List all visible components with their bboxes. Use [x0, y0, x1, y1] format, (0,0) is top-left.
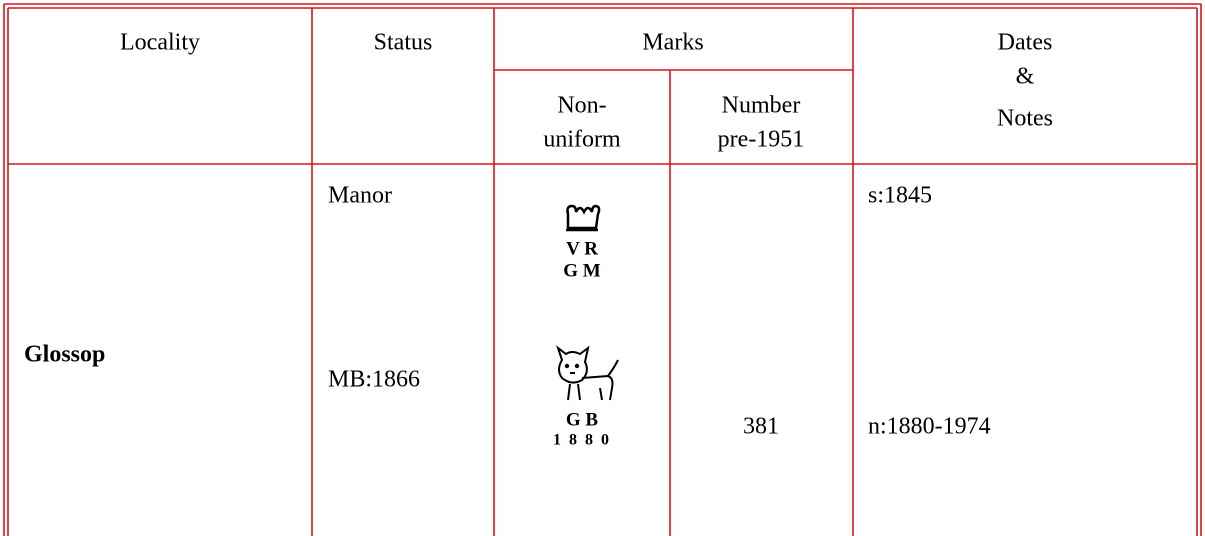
mark-letters: V R: [566, 238, 598, 259]
mark-letters: G B: [566, 409, 599, 430]
number: 381: [743, 414, 779, 440]
mark-letters: 1 8 8 0: [553, 432, 611, 449]
status: Manor: [328, 183, 392, 209]
header-cell: pre-1951: [718, 127, 805, 153]
header-cell: Number: [722, 93, 801, 119]
status: MB:1866: [328, 367, 420, 393]
crown-icon: [566, 204, 601, 232]
header-cell: Dates: [998, 30, 1053, 56]
note: s:1845: [868, 183, 932, 209]
note: n:1880-1974: [868, 414, 991, 440]
header-cell: uniform: [543, 127, 621, 153]
mark-letters: G M: [563, 260, 601, 281]
cat-icon: [556, 345, 619, 401]
header-cell: Marks: [642, 30, 703, 56]
header-cell: Locality: [120, 30, 200, 56]
header-cell: &: [1016, 64, 1035, 90]
locality: Glossop: [24, 342, 105, 368]
header-cell: Status: [374, 30, 433, 56]
header-cell: Non-: [557, 93, 606, 119]
header-cell: Notes: [997, 106, 1053, 132]
